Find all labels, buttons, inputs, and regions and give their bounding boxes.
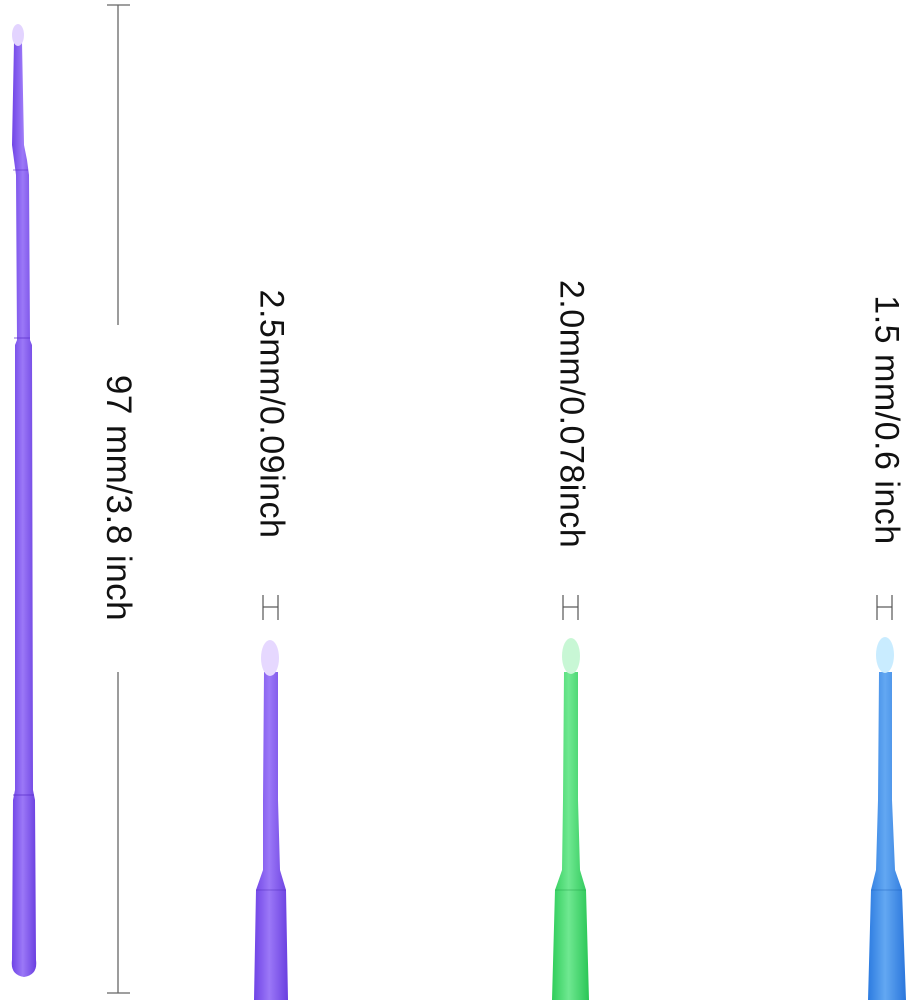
applicator-green-tip xyxy=(552,638,589,1000)
tip-size-label-small: 1.5 mm/0.6 inch xyxy=(867,295,906,545)
tip-size-label-large: 2.5mm/0.09inch xyxy=(252,289,291,539)
applicator-blue-tip xyxy=(868,637,906,1000)
tip-dimension-purple xyxy=(262,595,279,620)
full-applicator-purple xyxy=(11,24,37,977)
full-length-label: 97 mm/3.8 inch xyxy=(99,374,138,622)
tip-dimension-blue xyxy=(876,595,893,620)
length-dimension-line xyxy=(107,4,130,994)
tip-dimension-green xyxy=(562,595,579,620)
applicator-stick xyxy=(11,42,37,977)
applicator-purple-tip xyxy=(254,640,288,1000)
tip-size-label-medium: 2.0mm/0.078inch xyxy=(552,279,591,549)
applicator-tip xyxy=(12,24,24,46)
